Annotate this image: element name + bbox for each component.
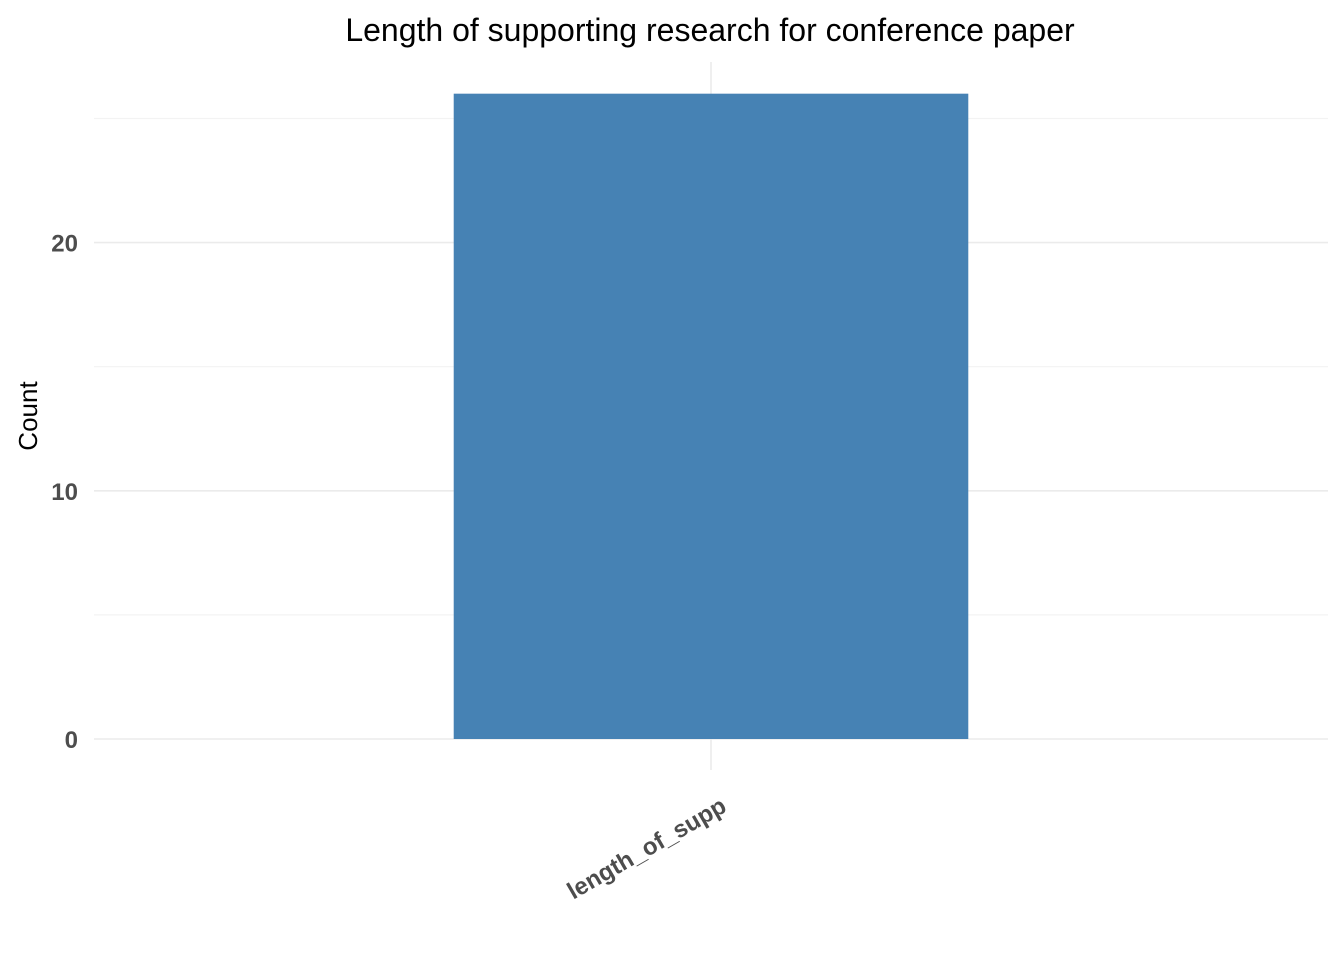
x-tick-label-0: length_of_supp [563,792,731,905]
bar-0 [453,93,969,740]
bars [453,93,969,740]
y-axis-label: Count [13,381,43,451]
y-tick-labels: 0 10 20 [51,231,78,754]
y-tick-label-2: 20 [51,231,78,258]
y-tick-label-1: 10 [51,479,78,506]
y-tick-label-0: 0 [65,727,78,754]
chart-title: Length of supporting research for confer… [345,12,1075,48]
x-tick-labels: length_of_supp [563,792,731,905]
